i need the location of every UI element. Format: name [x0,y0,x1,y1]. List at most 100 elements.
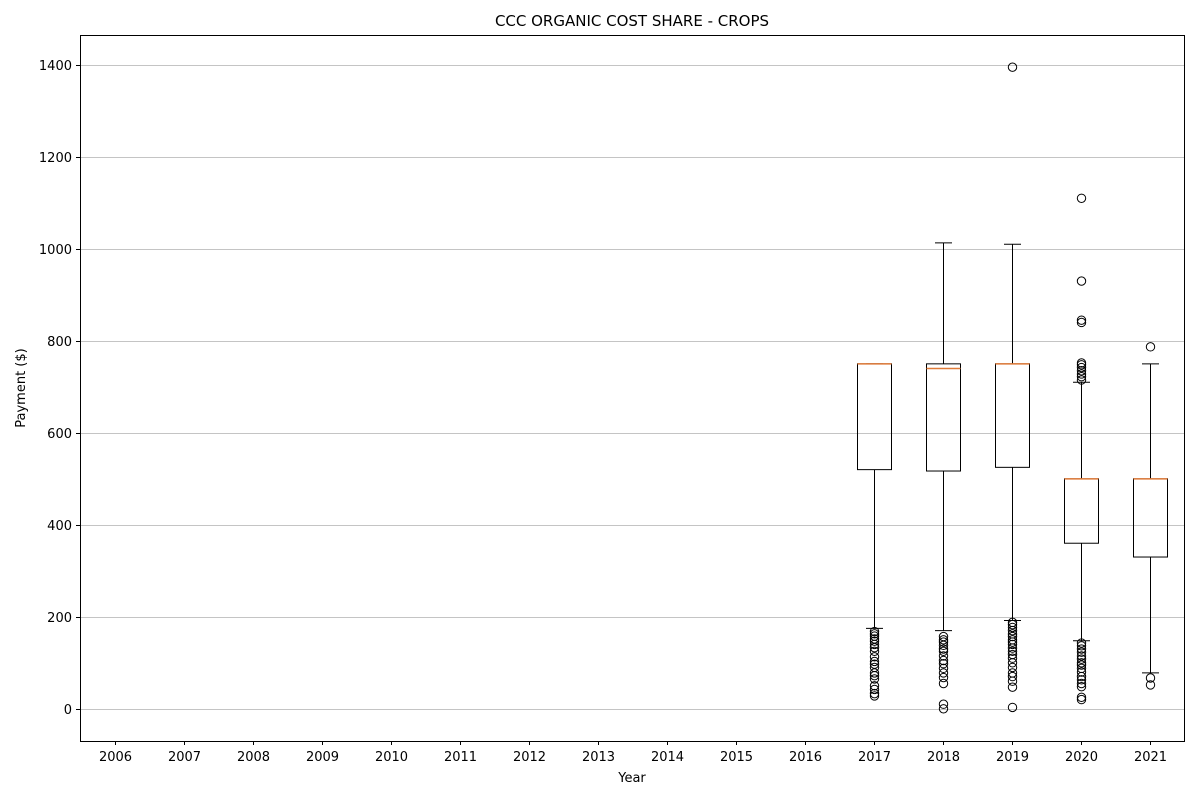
outlier-point [1007,653,1018,663]
outlier-point [1076,276,1087,286]
x-axis-label: Year [617,771,646,786]
outlier-point [869,631,880,641]
outlier-point [1076,663,1087,674]
outlier-point [1007,671,1018,682]
box-2021 [1133,342,1168,690]
x-tick-label: 2008 [237,750,270,765]
outlier-point [1007,639,1018,650]
outlier-point [1076,651,1087,661]
outlier-point [1076,667,1087,677]
y-tick-label: 1000 [39,243,72,258]
plot-area-frame [80,35,1185,742]
iqr-box [1064,478,1099,544]
outlier-point [1007,668,1018,678]
x-tick-label: 2007 [168,750,201,765]
outlier-point [1076,193,1087,203]
x-tick-label: 2019 [996,750,1029,765]
y-tick-label: 400 [47,519,72,534]
box-2020 [1064,193,1099,705]
outlier-point [869,691,880,701]
y-tick-label: 1200 [39,151,72,166]
outlier-point [869,688,880,699]
outlier-point [1076,675,1087,685]
outlier-point [1076,692,1087,703]
outlier-point [1007,649,1018,660]
x-tick-label: 2012 [513,750,546,765]
outlier-point [1076,641,1087,651]
outlier-point [1076,644,1087,654]
x-tick-label: 2017 [858,750,891,765]
chart-title: CCC ORGANIC COST SHARE - CROPS [495,12,769,30]
y-axis-label: Payment ($) [14,348,29,427]
x-tick-label: 2015 [720,750,753,765]
outlier-point [938,651,949,661]
outlier-point [869,681,880,691]
outlier-point [938,646,949,657]
outlier-point [1007,662,1018,673]
x-tick-label: 2016 [789,750,822,765]
x-axis-ticks: 2006 2007 2008 2009 2010 2011 2012 2013 2014 2015… [99,741,1167,765]
outlier-point [938,668,949,678]
outlier-point [938,678,949,689]
box-2019 [995,62,1030,713]
iqr-box [995,363,1030,468]
outlier-point [1076,375,1087,385]
outlier-point [869,634,880,644]
outlier-point [869,626,880,637]
x-tick-label: 2014 [651,750,684,765]
outlier-point [938,637,949,647]
outlier-point [1145,673,1156,683]
outlier-point [1076,682,1087,692]
outlier-point [1076,362,1087,373]
y-tick-label: 0 [64,703,72,718]
outlier-point [1007,622,1018,633]
iqr-box [857,363,892,471]
outlier-point [1076,638,1087,648]
outlier-point [869,629,880,639]
outlier-point [1076,358,1087,368]
y-tick-label: 600 [47,427,72,442]
box-series [857,62,1168,714]
outlier-point [1007,635,1018,645]
outlier-point [938,672,949,683]
outlier-point [1145,680,1156,690]
outlier-point [938,659,949,669]
outlier-point [938,663,949,674]
outlier-point [1007,631,1018,642]
outlier-point [1076,658,1087,668]
outlier-point [1007,702,1018,713]
y-tick-label: 200 [47,611,72,626]
outlier-point [869,646,880,657]
outlier-point [938,635,949,645]
y-tick-label: 800 [47,335,72,350]
grid-lines [80,65,1184,710]
outlier-point [1007,629,1018,639]
x-tick-label: 2020 [1065,750,1098,765]
outlier-point [1007,682,1018,692]
outlier-point [1076,647,1087,657]
outlier-point [938,699,949,709]
outlier-point [1007,619,1018,630]
outlier-point [1076,694,1087,705]
outlier-point [869,656,880,667]
outlier-point [1076,678,1087,689]
outlier-point [1007,646,1018,657]
outlier-point [869,659,880,669]
outlier-point [869,636,880,646]
outlier-point [1076,315,1087,325]
outlier-point [1076,317,1087,328]
outlier-point [938,704,949,714]
box-2017 [857,363,892,701]
x-tick-label: 2018 [927,750,960,765]
x-tick-label: 2011 [444,750,477,765]
outlier-point [1007,62,1018,72]
iqr-box [1133,478,1168,558]
outlier-point [938,631,949,642]
y-tick-label: 1400 [39,59,72,74]
y-axis-ticks: 0 200 400 600 800 1000 1200 1400 [39,59,80,718]
outlier-point [1076,366,1087,376]
outlier-point [1076,654,1087,664]
x-tick-label: 2009 [306,750,339,765]
x-tick-label: 2021 [1134,750,1167,765]
